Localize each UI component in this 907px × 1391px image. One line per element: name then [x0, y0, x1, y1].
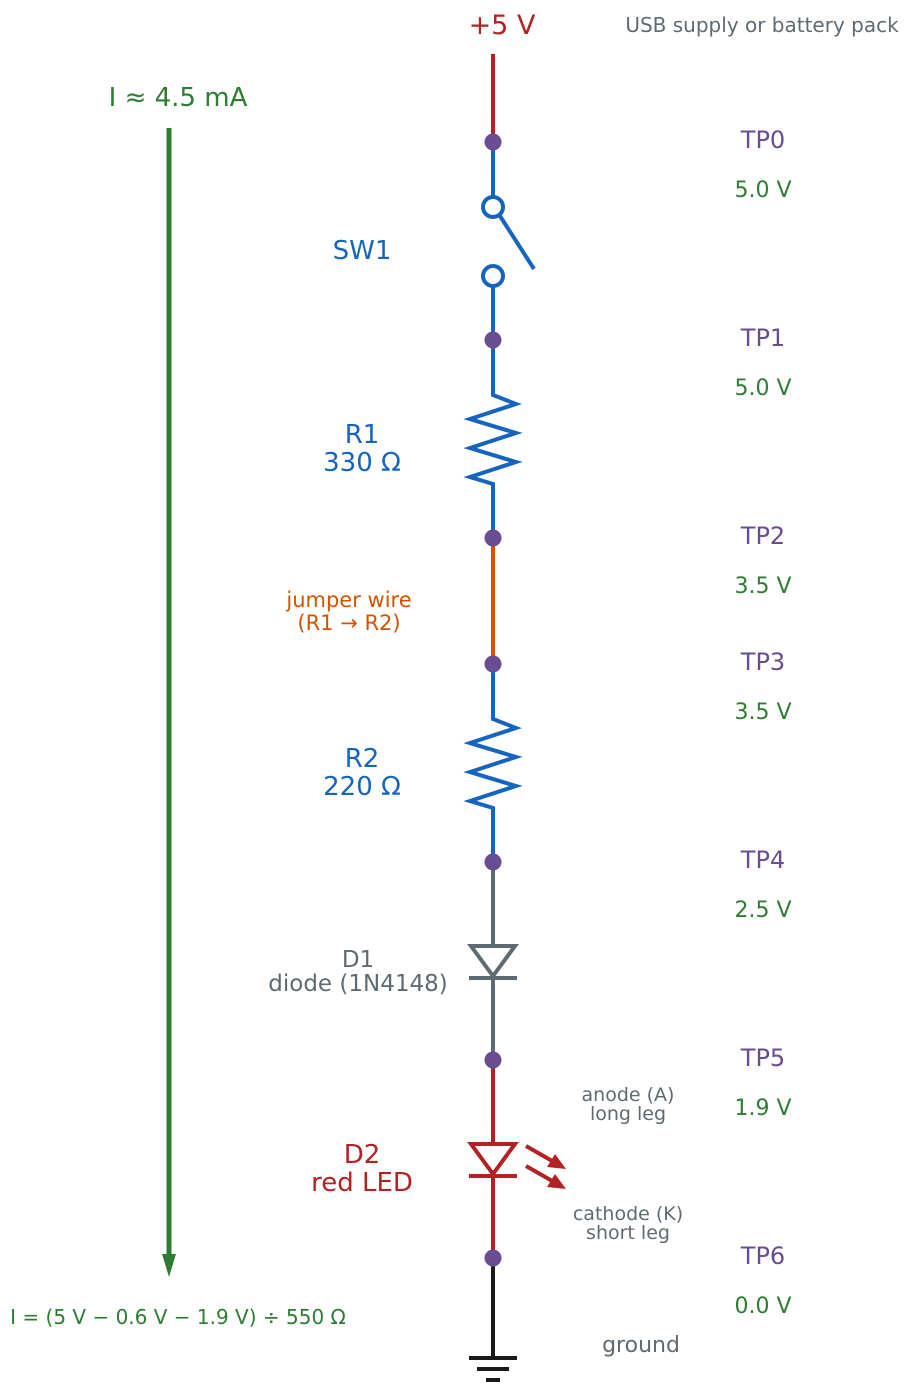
led-d2 [467, 1060, 566, 1258]
anode-label-line1: anode (A) [582, 1084, 675, 1106]
tp4-dot [484, 853, 502, 871]
led-light-ray-1 [525, 1144, 555, 1164]
cathode-label-line1: cathode (K) [573, 1203, 683, 1225]
switch-contact-top [481, 195, 505, 219]
tp4-name: TP4 [740, 846, 785, 874]
tp1-voltage: 5.0 V [734, 376, 791, 401]
r1-name: R1 [345, 420, 380, 450]
tp3-dot [484, 655, 502, 673]
tp3-name: TP3 [740, 648, 785, 676]
current-label: I ≈ 4.5 mA [109, 83, 248, 113]
tp5-name: TP5 [740, 1044, 785, 1072]
switch-contact-bottom [481, 264, 505, 288]
tp4: TP4 2.5 V [484, 846, 792, 923]
led-light-ray-2-head [547, 1174, 566, 1189]
tp0-dot [484, 133, 502, 151]
tp0: TP0 5.0 V [484, 126, 792, 203]
switch-sw1 [481, 142, 536, 340]
led-d2-triangle [467, 1142, 519, 1178]
anode-label-line2: long leg [590, 1103, 666, 1125]
jumper-label-line1: jumper wire [285, 588, 411, 612]
diode-d1-triangle [467, 944, 519, 980]
current-arrow-head [162, 1254, 176, 1277]
tp0-name: TP0 [740, 126, 785, 154]
cathode-label-line2: short leg [586, 1222, 670, 1244]
tp3: TP3 3.5 V [484, 648, 792, 725]
switch-lever [498, 214, 536, 271]
diode-d1 [467, 862, 519, 1060]
tp2-dot [484, 529, 502, 547]
led-light-ray-2 [525, 1164, 555, 1184]
supply-note: USB supply or battery pack [625, 13, 899, 37]
tp5-voltage: 1.9 V [734, 1096, 791, 1121]
resistor-r1-symbol [463, 340, 523, 538]
resistor-r2 [463, 664, 523, 862]
tp1-dot [484, 331, 502, 349]
tp2-name: TP2 [740, 522, 785, 550]
supply-label: +5 V [469, 10, 536, 41]
tp6-name: TP6 [740, 1242, 785, 1270]
r2-value: 220 Ω [323, 772, 401, 802]
tp1: TP1 5.0 V [484, 324, 792, 401]
jumper-label-line2: (R1 → R2) [297, 611, 400, 635]
resistor-r1 [463, 340, 523, 538]
d1-name: D1 [342, 947, 374, 973]
r1-value: 330 Ω [323, 448, 401, 478]
d2-desc: red LED [311, 1168, 413, 1198]
ground-label: ground [602, 1333, 680, 1358]
tp0-voltage: 5.0 V [734, 178, 791, 203]
tp6: TP6 0.0 V [484, 1242, 792, 1319]
tp6-voltage: 0.0 V [734, 1294, 791, 1319]
tp5: TP5 1.9 V [484, 1044, 792, 1121]
tp2-voltage: 3.5 V [734, 574, 791, 599]
current-formula: I = (5 V − 0.6 V − 1.9 V) ÷ 550 Ω [10, 1305, 346, 1329]
resistor-r2-symbol [463, 664, 523, 862]
tp5-dot [484, 1051, 502, 1069]
r2-name: R2 [345, 744, 380, 774]
tp2: TP2 3.5 V [484, 522, 792, 599]
sw1-label: SW1 [333, 236, 392, 266]
tp4-voltage: 2.5 V [734, 898, 791, 923]
d1-desc: diode (1N4148) [268, 971, 447, 997]
led-light-ray-1-head [547, 1154, 566, 1169]
tp3-voltage: 3.5 V [734, 700, 791, 725]
tp6-dot [484, 1249, 502, 1267]
d2-name: D2 [344, 1140, 381, 1170]
tp1-name: TP1 [740, 324, 785, 352]
